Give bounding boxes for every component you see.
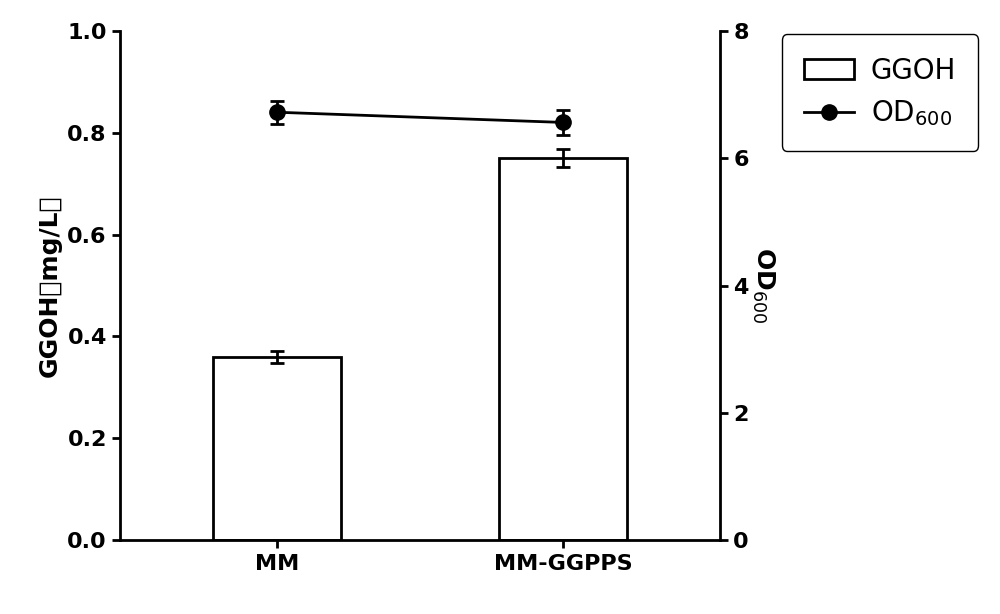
Y-axis label: GGOH（mg/L）: GGOH（mg/L） (38, 194, 62, 377)
Bar (499, 158, 627, 540)
Y-axis label: OD$_{600}$: OD$_{600}$ (750, 247, 777, 324)
Bar (213, 357, 341, 540)
Legend: GGOH, OD$_{600}$: GGOH, OD$_{600}$ (782, 34, 978, 150)
